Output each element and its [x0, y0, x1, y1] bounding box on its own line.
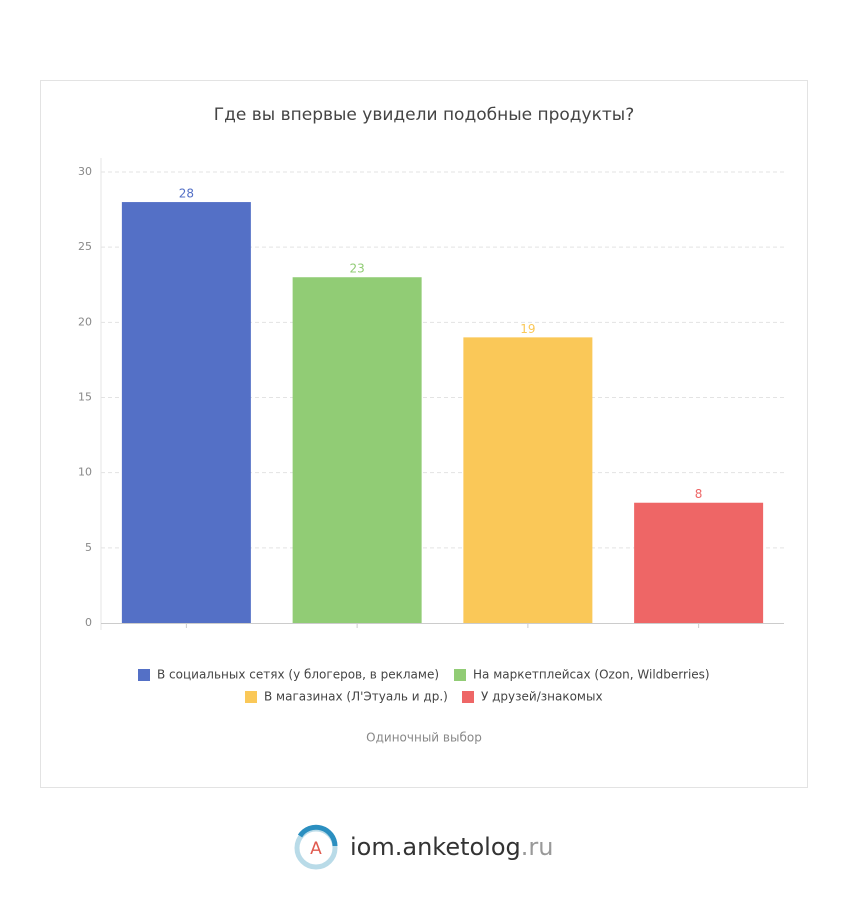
y-tick-label: 25: [78, 240, 92, 253]
brand: iom.anketolog.ru: [350, 833, 553, 861]
bar: [292, 277, 422, 623]
legend-swatch: [454, 669, 466, 681]
y-tick-label: 5: [85, 541, 92, 554]
legend-swatch: [138, 669, 150, 681]
legend-label: На маркетплейсах (Ozon, Wildberries): [473, 668, 710, 682]
legend-label: В социальных сетях (у блогеров, в реклам…: [157, 668, 439, 682]
legend-label: В магазинах (Л'Этуаль и др.): [264, 690, 448, 704]
data-label: 19: [520, 322, 535, 336]
y-tick-label: 20: [78, 315, 92, 328]
y-tick-label: 0: [85, 616, 92, 629]
legend-label: У друзей/знакомых: [481, 690, 603, 704]
brand-name: iom.anketolog: [350, 833, 521, 861]
bar: [634, 502, 764, 623]
logo-letter: А: [310, 839, 322, 859]
chart-title: Где вы впервые увидели подобные продукты…: [214, 105, 634, 125]
brand-tld: .ru: [521, 833, 554, 861]
logo-arc: [297, 824, 338, 847]
bar: [463, 337, 593, 623]
data-label: 23: [349, 262, 364, 276]
y-tick-label: 30: [78, 165, 92, 178]
logo-core: [303, 835, 329, 861]
legend-swatch: [245, 691, 257, 703]
bar: [121, 202, 251, 624]
y-tick-label: 10: [78, 466, 92, 479]
y-tick-label: 15: [78, 391, 92, 404]
chart-subtitle: Одиночный выбор: [366, 731, 482, 745]
legend-swatch: [462, 691, 474, 703]
logo: А: [294, 824, 338, 870]
data-label: 28: [179, 187, 194, 201]
data-label: 8: [695, 487, 703, 501]
